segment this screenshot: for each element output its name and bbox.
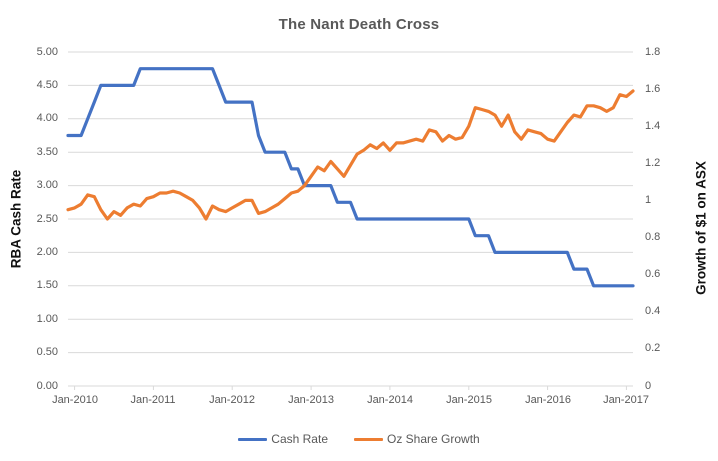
left-axis-tick-label: 3.50 [36, 146, 58, 158]
right-axis-tick-label: 1.8 [645, 46, 661, 58]
oz-share-growth-line-swatch [354, 437, 383, 441]
right-axis-tick-label: 1.4 [645, 120, 661, 132]
right-axis-tick-label: 1.6 [645, 83, 661, 95]
cash-rate-line [66, 67, 635, 288]
right-axis-tick-label: 1.2 [645, 157, 661, 169]
chart-title: The Nant Death Cross [278, 16, 440, 33]
left-axis-tick-label: 0.50 [36, 346, 58, 358]
left-axis-tick-label: 1.00 [36, 313, 58, 325]
x-axis-tick-label: Jan-2015 [446, 394, 492, 406]
right-axis-tick-label: 0.6 [645, 268, 661, 280]
x-axis-tick-label: Jan-2011 [130, 394, 176, 406]
left-axis-tick-label: 4.00 [36, 112, 58, 124]
left-axis-tick-label: 4.50 [36, 79, 58, 91]
left-axis-tick-label: 0.00 [36, 380, 58, 392]
x-axis-tick-label: Jan-2014 [367, 394, 413, 406]
right-axis-tick-label: 0 [645, 380, 652, 392]
x-axis-tick-label: Jan-2012 [209, 394, 255, 406]
left-axis-tick-label: 1.50 [36, 279, 58, 291]
x-axis-tick-label: Jan-2016 [525, 394, 571, 406]
x-axis-tick-label: Jan-2010 [52, 394, 98, 406]
right-axis-tick-label: 0.4 [645, 305, 661, 317]
left-axis-tick-label: 2.00 [36, 246, 58, 258]
legend-item-cash-rate[interactable]: Cash Rate [238, 432, 328, 446]
left-axis-tick-label: 5.00 [36, 46, 58, 58]
x-axis-tick-label: Jan-2017 [603, 394, 649, 406]
x-axis-tick-label: Jan-2013 [288, 394, 334, 406]
legend-label-cash-rate: Cash Rate [271, 432, 328, 446]
left-axis-tick-label: 3.00 [36, 179, 58, 191]
right-axis-tick-label: 0.8 [645, 231, 661, 243]
cash-rate-line-swatch [238, 437, 268, 441]
right-axis-tick-label: 0.2 [645, 342, 661, 354]
legend-label-oz-share-growth: Oz Share Growth [387, 432, 480, 446]
left-axis-title: RBA Cash Rate [8, 169, 24, 269]
left-axis-tick-label: 2.50 [36, 213, 58, 225]
right-axis-title: Growth of $1 on ASX [693, 161, 709, 295]
right-axis-tick-label: 1 [645, 194, 652, 206]
legend-item-oz-share-growth[interactable]: Oz Share Growth [354, 432, 480, 446]
legend: Cash Rate Oz Share Growth [0, 429, 718, 449]
oz-share-growth-line [66, 89, 635, 221]
